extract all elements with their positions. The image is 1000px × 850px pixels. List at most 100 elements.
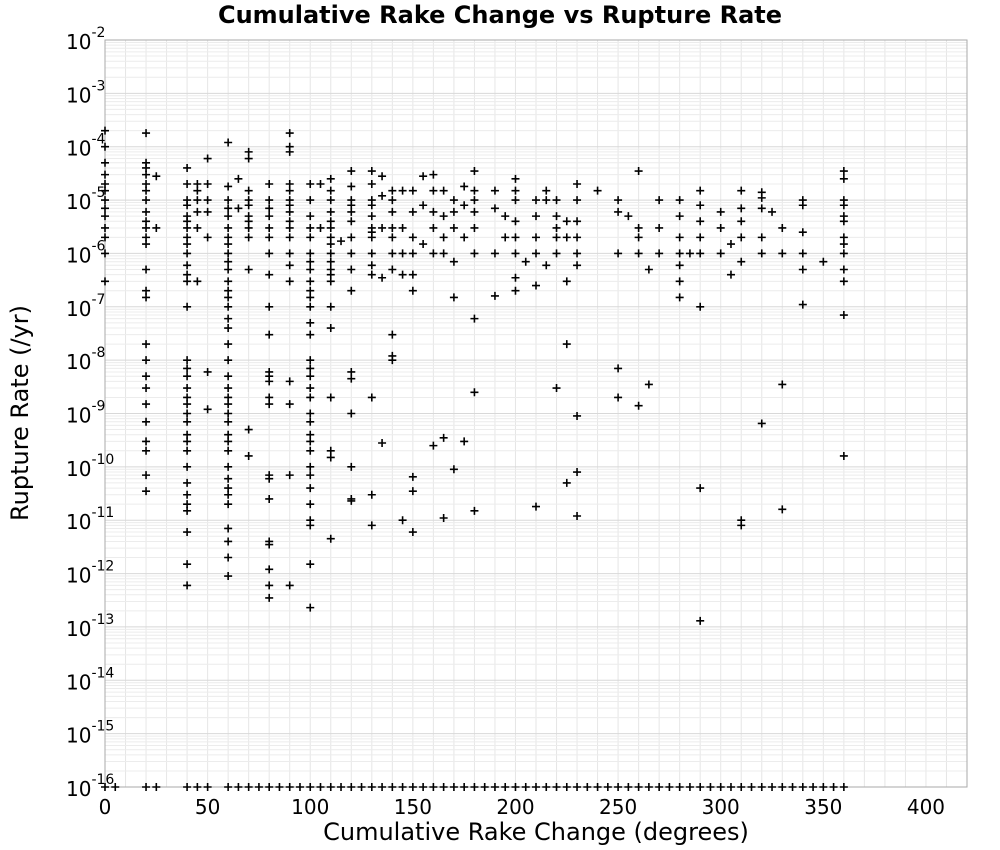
data-point: [552, 384, 561, 393]
data-point: [183, 384, 192, 393]
x-tick-label: 400: [907, 795, 945, 819]
data-point: [449, 465, 458, 474]
data-point: [449, 196, 458, 205]
data-point: [562, 277, 571, 286]
data-point: [326, 217, 335, 226]
x-axis-label: Cumulative Rake Change (degrees): [323, 818, 749, 846]
data-point: [326, 240, 335, 249]
data-point: [634, 249, 643, 258]
data-point: [326, 223, 335, 232]
data-point: [511, 249, 520, 258]
data-point: [142, 233, 151, 242]
data-point: [634, 167, 643, 176]
data-point: [511, 217, 520, 226]
data-point: [306, 223, 315, 232]
data-point: [388, 265, 397, 274]
data-point: [285, 223, 294, 232]
data-point: [285, 249, 294, 258]
data-point: [285, 129, 294, 138]
data-point: [747, 783, 756, 791]
data-point: [511, 174, 520, 183]
data-point: [532, 233, 540, 242]
data-point: [152, 223, 161, 232]
data-point: [634, 401, 643, 410]
data-point: [532, 281, 540, 290]
data-point: [224, 409, 233, 418]
data-point: [716, 223, 725, 232]
data-point: [778, 249, 787, 258]
data-point: [295, 783, 304, 791]
data-point: [101, 196, 109, 205]
data-point: [449, 783, 458, 791]
data-point: [552, 196, 561, 205]
data-point: [388, 207, 397, 216]
data-point: [757, 783, 766, 791]
data-point: [737, 217, 746, 226]
data-point: [306, 384, 315, 393]
data-point: [675, 261, 684, 270]
y-tick-label: 10-14: [66, 665, 114, 694]
data-point: [839, 311, 848, 320]
data-point: [326, 257, 335, 266]
data-point: [675, 233, 684, 242]
data-point: [306, 417, 315, 426]
data-point: [460, 201, 469, 210]
data-point: [347, 207, 356, 216]
data-point: [614, 783, 623, 791]
data-point: [378, 223, 387, 232]
data-point: [696, 249, 705, 258]
data-point: [573, 468, 582, 477]
data-point: [429, 441, 438, 450]
data-point: [111, 783, 120, 791]
data-point: [306, 330, 315, 339]
data-point: [542, 783, 551, 791]
data-point: [388, 223, 397, 232]
data-point: [193, 186, 202, 195]
data-point: [101, 277, 109, 286]
data-point: [326, 393, 335, 402]
data-point: [326, 196, 335, 205]
data-point: [521, 783, 530, 791]
data-point: [142, 783, 151, 791]
data-point: [224, 537, 233, 546]
data-point: [429, 249, 438, 258]
data-point: [726, 270, 735, 279]
axis-ticks: 0 50 100 150 200 250 300 350 400 10-2 10-3 10-4 10-5…: [66, 25, 945, 819]
data-point: [224, 265, 233, 274]
data-point: [183, 409, 192, 418]
data-point: [511, 286, 520, 295]
data-point: [347, 374, 356, 383]
data-point: [408, 472, 417, 481]
data-point: [224, 384, 233, 393]
data-point: [142, 400, 151, 409]
data-point: [306, 212, 315, 221]
data-point: [306, 265, 315, 274]
data-point: [429, 783, 438, 791]
data-point: [573, 217, 582, 226]
data-point: [244, 154, 253, 163]
data-point: [224, 490, 233, 499]
data-point: [183, 478, 192, 487]
data-point: [265, 377, 274, 386]
data-point: [839, 201, 848, 210]
data-point: [142, 223, 151, 232]
data-point: [224, 233, 233, 242]
data-point: [101, 126, 109, 135]
data-point: [101, 204, 109, 213]
data-point: [614, 196, 623, 205]
data-point: [244, 265, 253, 274]
data-point: [573, 511, 582, 520]
y-tick-label: 10-4: [66, 132, 106, 161]
data-point: [244, 425, 253, 434]
data-point: [829, 783, 838, 791]
data-point: [419, 172, 428, 181]
data-point: [347, 462, 356, 471]
data-point: [696, 186, 705, 195]
data-point: [757, 204, 766, 213]
data-point: [142, 471, 151, 480]
data-point: [306, 446, 315, 455]
data-point: [573, 411, 582, 420]
data-point: [490, 783, 499, 791]
data-point: [388, 186, 397, 195]
data-point: [429, 170, 438, 179]
